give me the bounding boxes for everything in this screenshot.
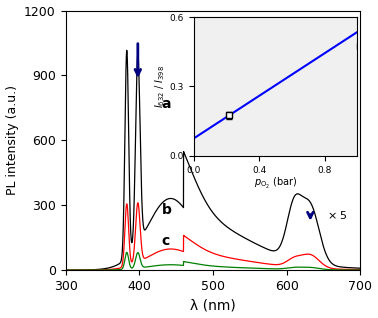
Text: a: a [161,97,171,111]
Text: b: b [161,203,171,217]
Text: $\times$ 5: $\times$ 5 [327,209,348,221]
X-axis label: λ (nm): λ (nm) [190,299,236,313]
Y-axis label: PL intensity (a.u.): PL intensity (a.u.) [6,85,19,195]
Text: c: c [161,234,170,248]
